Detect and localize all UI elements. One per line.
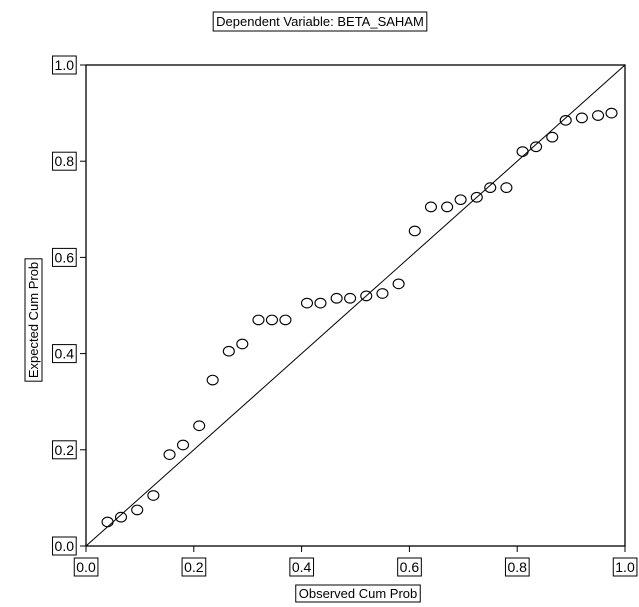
data-point [131,504,144,516]
data-point [484,182,497,194]
y-tick-label: 0.8 [55,153,75,169]
x-axis-label-box: Observed Cum Prob [295,584,421,603]
data-point [314,297,327,309]
data-point [344,292,357,304]
data-point [530,141,543,153]
x-tick-label-box [397,557,422,577]
data-point [591,110,605,121]
y-tick-label: 1.0 [55,57,75,73]
y-tick-label: 0.0 [55,538,75,554]
data-point [252,314,265,326]
y-tick-label-box [52,440,77,460]
x-tick-label: 0.6 [400,559,420,575]
y-axis-label-box: Expected Cum Prob [24,258,43,382]
x-axis-label: Observed Cum Prob [299,586,418,601]
y-tick-label-box [52,247,77,267]
data-point [546,131,559,143]
data-point [101,516,114,528]
y-tick-label-box [52,151,77,171]
data-point [392,278,405,290]
x-tick-label-box [504,557,530,577]
data-point [265,314,279,326]
x-tick-label: 0.2 [184,559,204,575]
y-tick-label: 0.2 [55,442,75,458]
x-axis-ticks: 0.0 0.2 0.4 0.6 0.8 1.0 [73,546,638,577]
plot-area-frame [85,64,626,547]
data-point [516,146,529,157]
data-point [454,194,467,206]
data-point [408,225,421,237]
data-point [559,114,572,126]
chart-title-box: Dependent Variable: BETA_SAHAM [212,11,428,32]
x-tick-label-box [181,557,207,577]
x-tick-label-box [612,557,638,577]
data-point [206,374,219,386]
data-point [500,182,513,194]
x-tick-label: 0.8 [507,559,527,575]
data-point [575,112,588,124]
data-point [147,490,160,501]
data-point [605,107,618,119]
data-point [193,420,206,432]
y-tick-label-box [52,55,77,75]
x-tick-label: 1.0 [615,559,635,575]
y-axis-ticks: 0.0 0.2 0.4 0.6 0.8 1.0 [52,55,86,556]
data-point [163,449,176,460]
data-point [330,292,343,304]
reference-diagonal-line [85,64,626,547]
y-tick-label-box [52,536,77,556]
y-axis-label: Expected Cum Prob [26,262,41,378]
data-point [279,314,292,326]
data-point [300,297,314,309]
y-tick-label: 0.4 [55,346,75,362]
data-point [222,345,235,357]
data-point [176,439,190,451]
data-point [424,201,438,213]
data-point [376,288,389,299]
y-tick-label: 0.6 [55,249,75,265]
chart-title: Dependent Variable: BETA_SAHAM [216,14,424,29]
data-point [441,201,454,213]
x-tick-label-box [73,557,99,577]
x-tick-label: 0.0 [76,559,96,575]
data-point [114,511,128,523]
x-tick-label: 0.4 [292,559,312,575]
data-point [360,290,373,302]
data-points [101,107,618,528]
data-point [236,338,249,350]
x-tick-label-box [289,557,315,577]
data-point [470,191,483,203]
y-tick-label-box [52,344,77,364]
